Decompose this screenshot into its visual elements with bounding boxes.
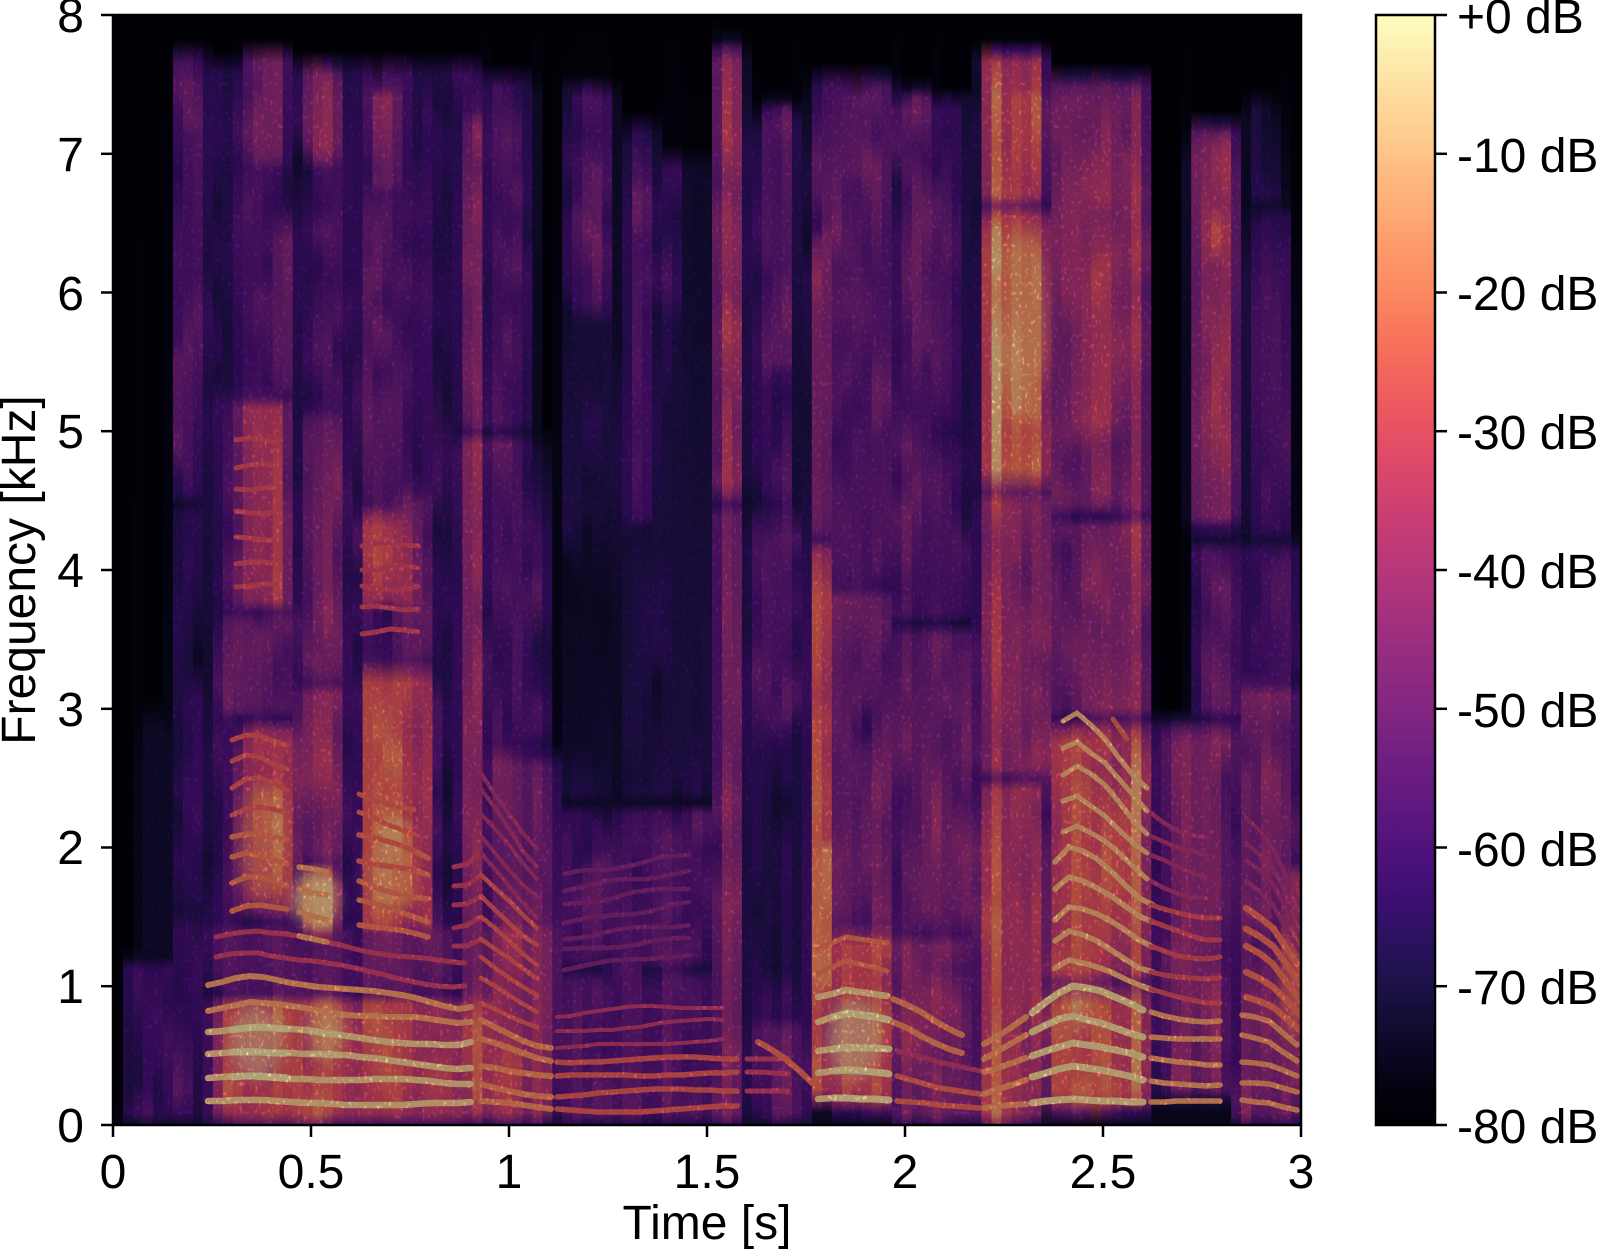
svg-text:1: 1 (496, 1146, 523, 1199)
svg-text:0: 0 (57, 1100, 84, 1153)
svg-text:Time [s]: Time [s] (623, 1197, 792, 1250)
svg-text:-60 dB: -60 dB (1457, 824, 1598, 877)
svg-text:2.5: 2.5 (1070, 1146, 1137, 1199)
svg-text:Frequency [kHz]: Frequency [kHz] (0, 395, 46, 744)
svg-text:-80 dB: -80 dB (1457, 1101, 1598, 1154)
svg-text:6: 6 (57, 268, 84, 321)
svg-text:1: 1 (57, 961, 84, 1014)
svg-text:1.5: 1.5 (674, 1146, 741, 1199)
svg-text:+0 dB: +0 dB (1457, 0, 1584, 44)
svg-text:2: 2 (57, 822, 84, 875)
svg-text:3: 3 (57, 684, 84, 737)
svg-text:-30 dB: -30 dB (1457, 407, 1598, 460)
svg-text:0.5: 0.5 (278, 1146, 345, 1199)
svg-text:-20 dB: -20 dB (1457, 268, 1598, 321)
svg-text:4: 4 (57, 545, 84, 598)
svg-text:2: 2 (892, 1146, 919, 1199)
svg-text:0: 0 (100, 1146, 127, 1199)
svg-text:-10 dB: -10 dB (1457, 130, 1598, 183)
svg-text:3: 3 (1288, 1146, 1315, 1199)
svg-text:8: 8 (57, 0, 84, 43)
svg-text:5: 5 (57, 406, 84, 459)
svg-text:-50 dB: -50 dB (1457, 685, 1598, 738)
svg-text:-70 dB: -70 dB (1457, 962, 1598, 1015)
svg-text:-40 dB: -40 dB (1457, 546, 1598, 599)
svg-text:7: 7 (57, 129, 84, 182)
